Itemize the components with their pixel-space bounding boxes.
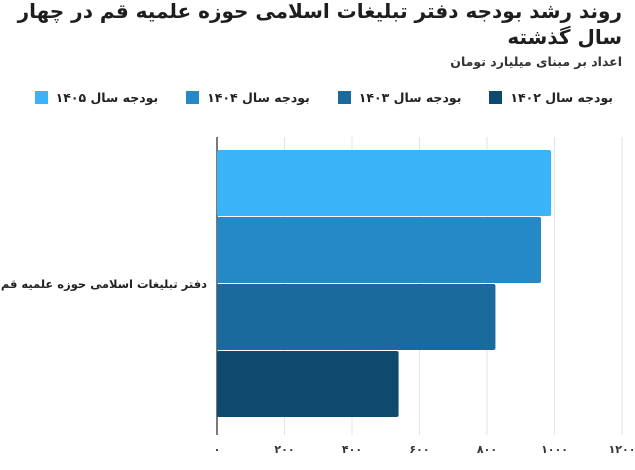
legend-item: بودجه سال ۱۴۰۲ <box>489 90 613 105</box>
bar <box>217 217 541 283</box>
legend-item: بودجه سال ۱۴۰۵ <box>34 90 159 105</box>
x-tick-label: ۲۰۰ <box>274 443 294 456</box>
legend-label: بودجه سال ۱۴۰۳ <box>358 90 462 105</box>
legend-swatch <box>337 91 351 104</box>
x-tick-label: ۱۰۰۰ <box>541 443 568 456</box>
x-tick-label: ۸۰۰ <box>477 443 497 456</box>
legend-swatch <box>489 91 503 104</box>
legend-item: بودجه سال ۱۴۰۳ <box>337 90 462 105</box>
legend-swatch <box>186 91 200 104</box>
legend-item: بودجه سال ۱۴۰۴ <box>186 90 310 105</box>
legend-label: بودجه سال ۱۴۰۵ <box>55 90 159 105</box>
bar <box>217 351 399 417</box>
x-tick-label: ۰ <box>214 443 221 456</box>
chart-title: روند رشد بودجه دفتر تبلیغات اسلامی حوزه … <box>17 0 622 49</box>
x-tick-label: ۱۲۰۰ <box>609 443 635 456</box>
x-tick-label: ۶۰۰ <box>409 443 429 456</box>
chart-subtitle: اعداد بر مبنای میلیارد تومان <box>450 54 622 69</box>
category-label: دفتر تبلیغات اسلامی حوزه علمیه قم <box>1 277 207 292</box>
legend: بودجه سال ۱۴۰۲ بودجه سال ۱۴۰۳ بودجه سال ۱۴… <box>34 90 613 105</box>
bar <box>217 284 496 350</box>
x-tick-label: ۴۰۰ <box>342 443 362 456</box>
legend-label: بودجه سال ۱۴۰۲ <box>510 90 613 105</box>
bar <box>217 150 552 216</box>
legend-swatch <box>34 91 48 104</box>
legend-label: بودجه سال ۱۴۰۴ <box>207 90 310 105</box>
